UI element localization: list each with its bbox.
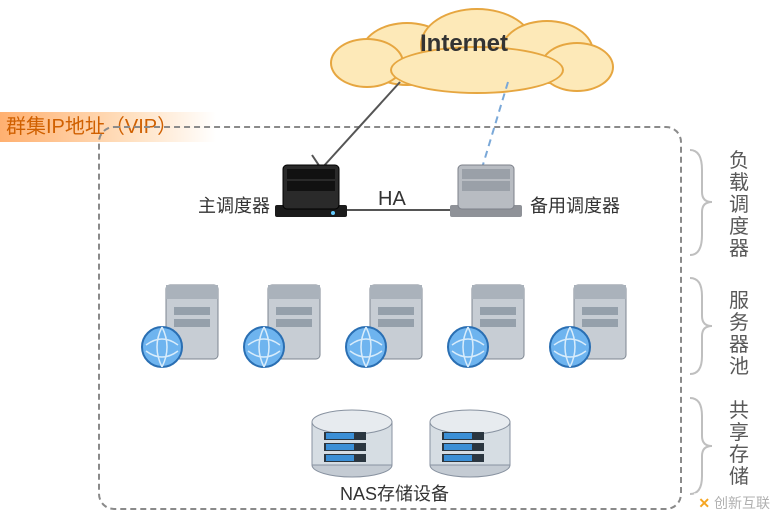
brace-label-pool: 服务器池 bbox=[728, 290, 750, 378]
braces bbox=[690, 150, 712, 494]
diagram-svg bbox=[0, 0, 782, 519]
nas-label: NAS存储设备 bbox=[340, 480, 449, 506]
nas-storage bbox=[312, 410, 510, 477]
brace-label-storage: 共享存储 bbox=[728, 400, 750, 488]
primary-scheduler-icon bbox=[275, 165, 347, 217]
watermark: ✕ 创新互联 bbox=[694, 493, 774, 513]
server-pool bbox=[142, 285, 626, 367]
backup-scheduler-label: 备用调度器 bbox=[530, 192, 620, 218]
ha-label: HA bbox=[378, 188, 406, 211]
primary-scheduler-label: 主调度器 bbox=[198, 192, 270, 218]
backup-scheduler-icon bbox=[450, 165, 522, 217]
brace-label-scheduler: 负载调度器 bbox=[728, 150, 750, 260]
